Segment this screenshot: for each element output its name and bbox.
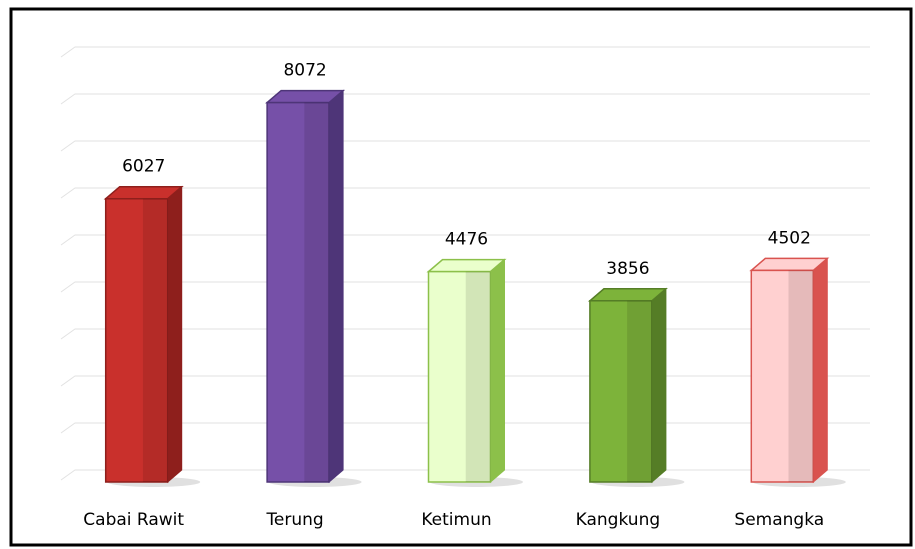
bar xyxy=(104,197,169,483)
bar-shade xyxy=(465,271,491,482)
grid-line xyxy=(60,140,870,152)
bar-shade xyxy=(142,198,168,482)
bar-side xyxy=(490,258,505,484)
bar-side xyxy=(328,89,344,484)
value-label: 6027 xyxy=(122,157,165,177)
bar-top xyxy=(587,288,668,302)
bar-side xyxy=(812,257,828,484)
bar-side xyxy=(651,287,667,484)
x-tick-label: Semangka xyxy=(734,510,824,530)
x-tick-label: Ketimun xyxy=(421,510,491,530)
bar-top xyxy=(103,185,184,200)
grid-line xyxy=(60,234,870,246)
bar-shade xyxy=(788,270,814,482)
grid-line xyxy=(60,46,870,58)
bar-shade xyxy=(627,300,652,482)
x-tick-label: Terung xyxy=(265,510,323,530)
value-label: 8072 xyxy=(283,61,326,81)
bar xyxy=(589,300,653,483)
grid-line xyxy=(60,187,870,199)
x-tick-label: Cabai Rawit xyxy=(83,510,184,530)
grid-line xyxy=(60,93,870,105)
bar xyxy=(427,270,492,483)
bar-side xyxy=(167,185,183,484)
grid-line xyxy=(60,281,870,293)
x-tick-label: Kangkung xyxy=(576,510,661,530)
bar-top xyxy=(265,89,346,104)
bar xyxy=(750,269,815,483)
value-label: 4502 xyxy=(768,228,811,248)
bar-shade xyxy=(304,102,330,482)
value-label: 4476 xyxy=(445,230,488,250)
value-label: 3856 xyxy=(606,259,649,279)
bar xyxy=(266,101,330,483)
bar-top xyxy=(426,258,507,273)
bar-top xyxy=(749,257,830,272)
